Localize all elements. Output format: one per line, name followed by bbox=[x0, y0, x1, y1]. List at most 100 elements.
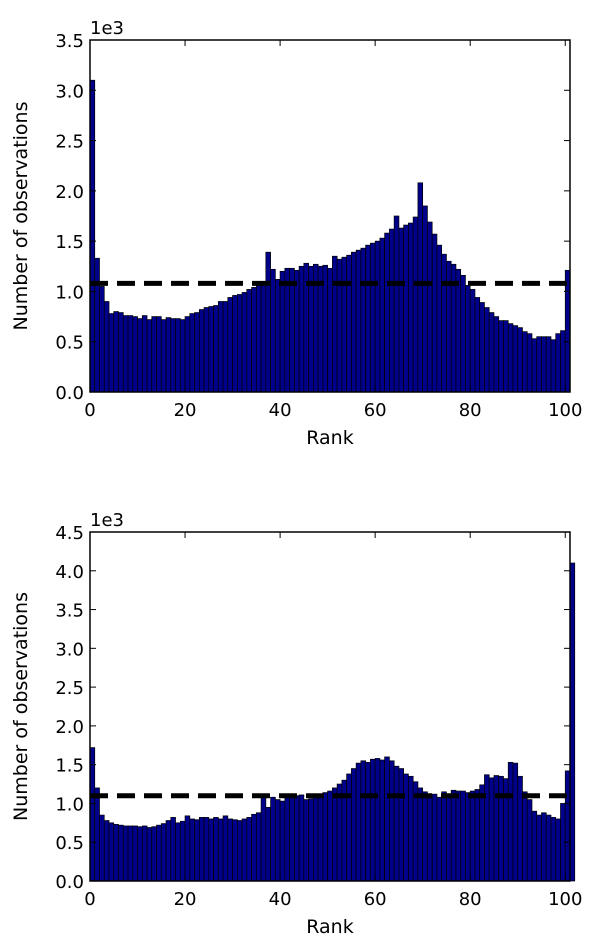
bar-rank-31 bbox=[236, 294, 243, 393]
bar-rank-80 bbox=[469, 790, 476, 882]
bar-rank-38 bbox=[270, 268, 276, 393]
bar-rank-20 bbox=[184, 316, 191, 393]
bar-rank-64 bbox=[393, 215, 400, 393]
bar-rank-18 bbox=[175, 318, 181, 393]
bar-rank-13 bbox=[151, 826, 157, 882]
bar-rank-35 bbox=[255, 284, 262, 393]
y-tick-label: 3.0 bbox=[55, 639, 84, 660]
bar-rank-53 bbox=[341, 256, 347, 393]
bar-rank-37 bbox=[265, 806, 271, 882]
x-tick-label: 60 bbox=[364, 400, 387, 421]
bar-rank-99 bbox=[560, 330, 566, 393]
bar-rank-8 bbox=[127, 825, 134, 882]
bar-rank-19 bbox=[179, 319, 186, 393]
bar-rank-72 bbox=[431, 233, 438, 393]
y-tick-label: 0.5 bbox=[55, 833, 84, 854]
plot-frame bbox=[89, 39, 571, 393]
bar-rank-97 bbox=[550, 817, 557, 882]
bar-rank-3 bbox=[103, 301, 110, 393]
bar-rank-30 bbox=[232, 295, 238, 393]
bar-rank-65 bbox=[398, 768, 405, 882]
bar-rank-69 bbox=[417, 182, 424, 393]
bar-rank-52 bbox=[336, 258, 343, 393]
bar-rank-4 bbox=[108, 822, 115, 882]
bar-rank-17 bbox=[170, 817, 176, 882]
bar-rank-36 bbox=[260, 283, 267, 393]
bar-rank-62 bbox=[384, 756, 390, 882]
bar-rank-15 bbox=[160, 319, 167, 393]
bar-rank-20 bbox=[184, 815, 191, 882]
bar-rank-9 bbox=[132, 316, 138, 393]
bar-rank-29 bbox=[227, 297, 233, 393]
bar-rank-34 bbox=[251, 287, 257, 393]
y-tick-label: 1.0 bbox=[55, 282, 84, 303]
bar-rank-86 bbox=[498, 775, 504, 882]
bar-rank-70 bbox=[422, 205, 428, 393]
bar-rank-28 bbox=[222, 815, 229, 882]
bar-rank-56 bbox=[355, 762, 362, 882]
bar-rank-85 bbox=[493, 316, 500, 393]
x-tick-label: 20 bbox=[174, 400, 197, 421]
bar-rank-74 bbox=[441, 253, 447, 393]
bar-rank-96 bbox=[545, 814, 552, 882]
bar-rank-50 bbox=[327, 790, 333, 882]
x-tick-label: 0 bbox=[84, 400, 95, 421]
bar-rank-88 bbox=[507, 761, 514, 882]
bar-rank-22 bbox=[194, 312, 200, 393]
bar-rank-12 bbox=[146, 827, 153, 882]
bar-rank-1 bbox=[94, 257, 100, 393]
bar-rank-63 bbox=[389, 228, 395, 393]
bar-rank-82 bbox=[479, 302, 485, 393]
bar-rank-61 bbox=[379, 759, 385, 882]
bar-rank-97 bbox=[550, 339, 557, 393]
bars bbox=[89, 79, 571, 393]
bar-rank-23 bbox=[198, 817, 205, 882]
bar-rank-11 bbox=[141, 825, 148, 882]
bar-rank-55 bbox=[351, 251, 357, 393]
bar-rank-66 bbox=[403, 773, 409, 882]
bar-rank-92 bbox=[526, 333, 533, 393]
bar-rank-44 bbox=[298, 794, 305, 882]
bar-rank-28 bbox=[222, 301, 229, 393]
bar-rank-7 bbox=[122, 825, 129, 882]
y-tick-label: 4.5 bbox=[55, 523, 84, 544]
bar-rank-32 bbox=[241, 818, 248, 882]
bar-rank-93 bbox=[531, 810, 538, 882]
bar-rank-59 bbox=[370, 758, 376, 882]
bar-rank-68 bbox=[412, 216, 419, 393]
bar-rank-82 bbox=[479, 784, 485, 882]
bar-rank-9 bbox=[132, 825, 138, 882]
bar-rank-67 bbox=[408, 775, 414, 882]
y-multiplier-label: 1e3 bbox=[90, 510, 124, 531]
bar-rank-25 bbox=[208, 818, 214, 882]
bar-rank-42 bbox=[289, 793, 295, 882]
y-tick-label: 0.5 bbox=[55, 333, 84, 354]
bar-rank-94 bbox=[536, 336, 542, 393]
bar-rank-62 bbox=[384, 232, 390, 393]
bar-rank-60 bbox=[374, 758, 381, 882]
bar-rank-71 bbox=[427, 795, 433, 882]
bar-rank-51 bbox=[332, 787, 338, 882]
bar-rank-23 bbox=[198, 309, 205, 393]
bar-rank-34 bbox=[251, 813, 257, 882]
bar-rank-63 bbox=[389, 760, 395, 882]
bar-rank-5 bbox=[113, 311, 119, 393]
bar-rank-80 bbox=[469, 289, 476, 393]
y-tick-label: 1.0 bbox=[55, 794, 84, 815]
bar-rank-90 bbox=[517, 775, 523, 882]
x-tick-label: 40 bbox=[269, 889, 292, 910]
bar-rank-77 bbox=[455, 790, 462, 882]
bar-rank-6 bbox=[118, 312, 124, 393]
y-tick-label: 3.5 bbox=[55, 31, 84, 52]
bar-rank-73 bbox=[436, 244, 443, 393]
bar-rank-2 bbox=[99, 286, 105, 393]
bars bbox=[89, 562, 576, 882]
bar-rank-39 bbox=[275, 279, 281, 393]
bar-rank-7 bbox=[122, 315, 129, 393]
bar-rank-42 bbox=[289, 267, 295, 393]
bar-rank-89 bbox=[512, 325, 519, 393]
bar-rank-21 bbox=[189, 818, 195, 882]
bar-rank-51 bbox=[332, 255, 338, 393]
bar-rank-35 bbox=[255, 812, 262, 882]
